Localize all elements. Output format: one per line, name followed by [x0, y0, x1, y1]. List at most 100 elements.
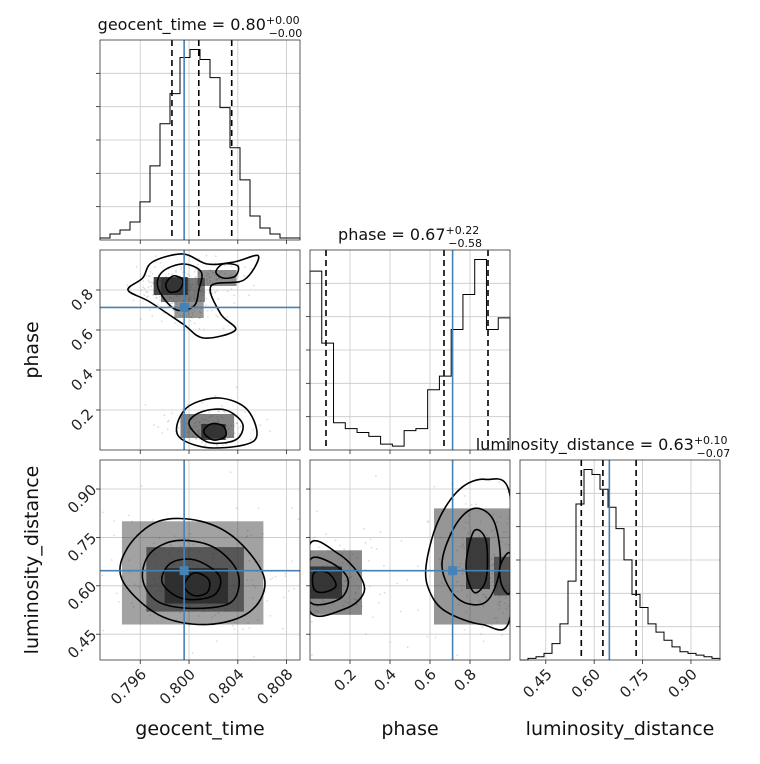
sample-point [266, 418, 269, 421]
sample-point [190, 304, 193, 307]
sample-point [253, 284, 255, 287]
sample-point [256, 618, 259, 621]
sample-point [118, 600, 120, 603]
sample-point [307, 576, 309, 578]
sample-point [246, 534, 249, 537]
sample-point [293, 587, 295, 590]
sample-point [490, 624, 493, 627]
sample-point [219, 455, 221, 457]
histogram-panel-luminosity_distance: luminosity_distance = 0.63+0.10 −0.07 [476, 434, 730, 661]
sample-point [196, 263, 199, 266]
sample-point [575, 499, 577, 501]
sample-point [463, 527, 465, 530]
sample-point [469, 599, 471, 602]
sample-point [485, 595, 487, 598]
sample-point [154, 266, 157, 268]
sample-point [514, 571, 516, 573]
sample-point [143, 294, 146, 296]
sample-point [490, 529, 493, 532]
sample-point [426, 520, 429, 523]
sample-point [338, 544, 341, 547]
sample-point [185, 411, 188, 414]
contour-line [156, 263, 203, 312]
sample-point [250, 534, 253, 537]
sample-point [146, 296, 148, 298]
sample-point [190, 308, 193, 311]
sample-point [515, 567, 517, 569]
sample-point [206, 309, 209, 312]
sample-point [514, 565, 516, 567]
sample-point [470, 504, 473, 506]
sample-point [456, 654, 459, 657]
sample-point [224, 264, 227, 267]
sample-point [113, 520, 116, 522]
title-value: phase = 0.67 [338, 225, 445, 244]
sample-point [189, 319, 192, 322]
sample-point [132, 299, 135, 302]
contour-line [141, 539, 240, 610]
truth-marker [179, 302, 189, 312]
sample-point [151, 519, 154, 522]
sample-point [160, 320, 163, 323]
sample-point [467, 514, 470, 517]
sample-point [149, 308, 151, 311]
sample-point [368, 585, 371, 588]
sample-point [194, 690, 196, 692]
density-cell [201, 424, 226, 440]
sample-point [174, 322, 177, 324]
sample-point [266, 600, 269, 602]
sample-point [383, 591, 386, 594]
sample-point [399, 491, 401, 493]
contour-line [164, 275, 184, 294]
sample-point [512, 587, 514, 589]
sample-point [95, 683, 97, 685]
x-tick-label: 0.4 [370, 665, 400, 695]
sample-point [257, 507, 260, 510]
sample-point [159, 261, 162, 264]
contour-line [441, 507, 502, 606]
sample-point [221, 444, 224, 447]
contour-line [202, 422, 228, 441]
sample-point [175, 619, 178, 621]
sample-point [456, 581, 458, 583]
sample-point [154, 255, 157, 258]
sample-point [490, 576, 493, 579]
sample-point [498, 596, 501, 598]
y-tick-label: 0.8 [67, 285, 97, 315]
sample-point [128, 514, 130, 517]
truth-marker [179, 566, 189, 576]
sample-point [184, 632, 187, 635]
sample-point [223, 410, 225, 413]
sample-point [167, 419, 170, 422]
sample-point [499, 516, 502, 518]
x-tick-label: 0.90 [665, 665, 701, 701]
sample-point [467, 531, 470, 534]
sample-point [171, 301, 174, 304]
sample-point [199, 311, 202, 314]
sample-point [252, 584, 255, 586]
sample-point [269, 430, 272, 433]
sample-point [558, 398, 560, 400]
panel-frame [519, 459, 721, 661]
sample-point [284, 572, 287, 575]
sample-point [210, 616, 213, 619]
sample-point [465, 596, 468, 599]
sample-point [303, 579, 305, 581]
sample-point [177, 426, 180, 429]
sample-point [217, 298, 220, 300]
sample-point [138, 586, 141, 588]
sample-point [317, 546, 320, 549]
scatter-panel-phase-luminosity_distance [303, 398, 577, 661]
sample-point [497, 603, 499, 605]
sample-point [214, 291, 217, 293]
sample-point [481, 626, 484, 628]
sample-point [204, 444, 206, 446]
x-tick-label: 0.2 [330, 665, 360, 695]
sample-point [368, 559, 370, 562]
sample-point [461, 568, 464, 570]
sample-point [149, 275, 151, 278]
sample-point [364, 633, 367, 635]
sample-point [128, 288, 131, 290]
sample-point [377, 601, 380, 604]
